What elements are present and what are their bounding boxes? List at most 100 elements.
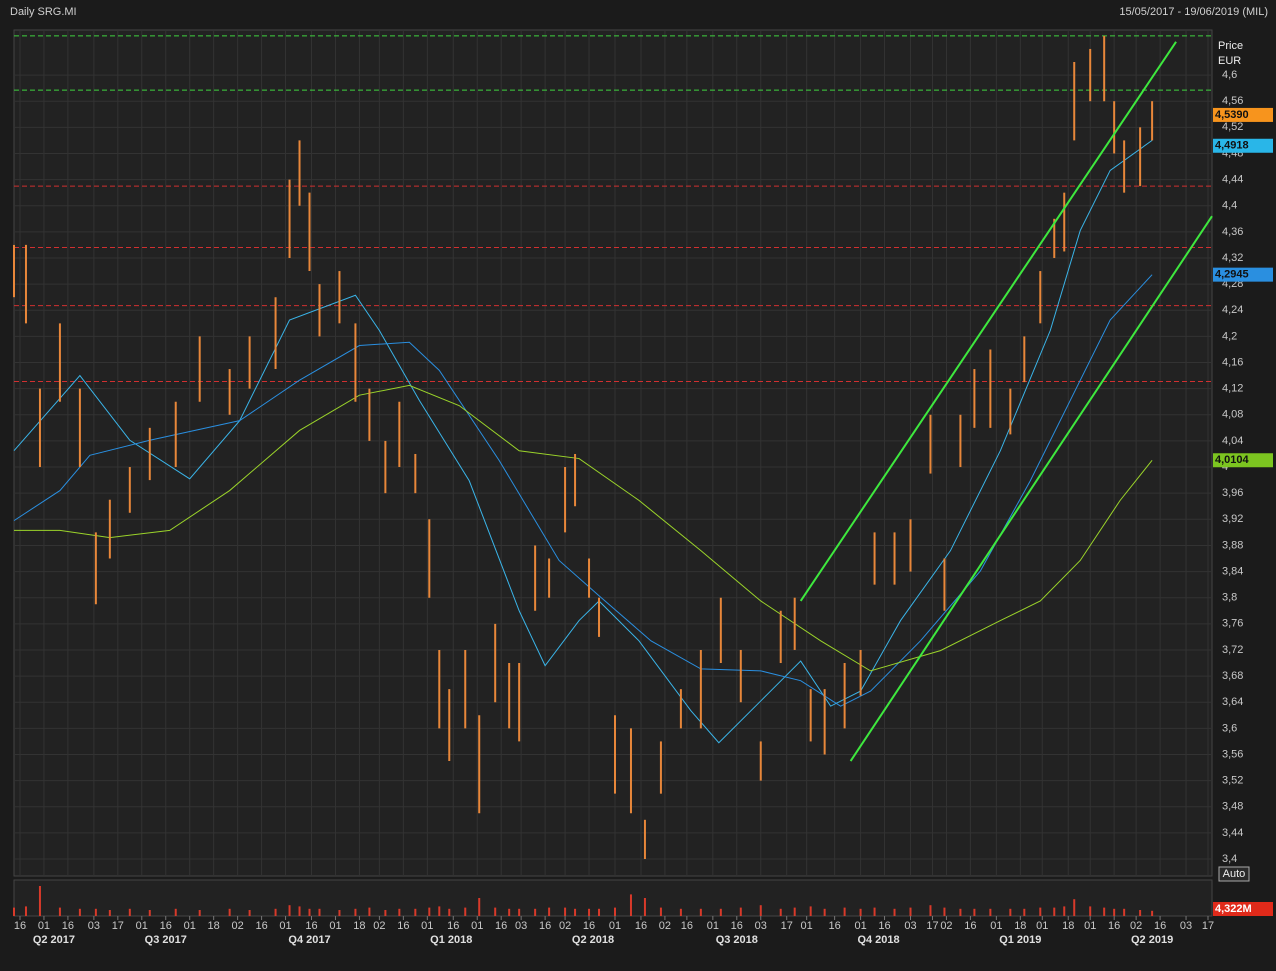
x-tick-label: 16 [160, 920, 172, 932]
volume-bar [943, 907, 946, 916]
x-tick-label: 16 [1108, 920, 1120, 932]
quarter-label: Q4 2018 [857, 934, 899, 946]
y-tick-label: 4,32 [1222, 252, 1243, 264]
volume-bar [438, 906, 441, 916]
volume-bar [508, 908, 511, 916]
price-tag-label: 4,2945 [1215, 269, 1249, 281]
x-tick-label: 17 [781, 920, 793, 932]
price-tag [1213, 138, 1273, 153]
volume-bar [809, 906, 812, 916]
auto-button[interactable] [1218, 866, 1250, 882]
volume-bar [128, 908, 131, 916]
y-tick-label: 3,56 [1222, 748, 1243, 760]
x-tick-label: 17 [112, 920, 124, 932]
x-tick-label: 02 [659, 920, 671, 932]
x-tick-label: 16 [1154, 920, 1166, 932]
y-tick-label: 3,64 [1222, 696, 1243, 708]
volume-tag [1213, 902, 1273, 916]
x-tick-label: 16 [305, 920, 317, 932]
moving-average [13, 139, 1153, 744]
volume-bar [859, 908, 862, 916]
volume-bar [793, 907, 796, 916]
quarter-label: Q2 2017 [33, 934, 75, 946]
volume-bar [643, 898, 646, 916]
axis-label: Price [1218, 40, 1243, 52]
x-tick-label: 01 [1036, 920, 1048, 932]
x-tick-label: 16 [878, 920, 890, 932]
x-tick-label: 18 [353, 920, 365, 932]
price-tag [1213, 453, 1273, 468]
x-tick-label: 02 [232, 920, 244, 932]
volume-bar [464, 907, 467, 916]
x-tick-label: 03 [515, 920, 527, 932]
y-tick-label: 4,08 [1222, 409, 1243, 421]
quarter-label: Q1 2019 [999, 934, 1041, 946]
x-tick-label: 18 [1014, 920, 1026, 932]
x-tick-label: 01 [854, 920, 866, 932]
y-tick-label: 4,4 [1222, 200, 1237, 212]
y-tick-label: 4,2 [1222, 330, 1237, 342]
price-tag [1213, 267, 1273, 282]
volume-bar [659, 907, 662, 916]
volume-bar [1023, 908, 1026, 916]
y-tick-label: 3,48 [1222, 801, 1243, 813]
volume-bar [779, 908, 782, 916]
x-tick-label: 16 [62, 920, 74, 932]
volume-bar [893, 908, 896, 916]
y-tick-label: 4,12 [1222, 383, 1243, 395]
volume-bar [38, 886, 41, 916]
y-tick-label: 4,24 [1222, 304, 1243, 316]
quarter-label: Q3 2017 [145, 934, 187, 946]
x-tick-label: 01 [1084, 920, 1096, 932]
y-tick-label: 3,96 [1222, 487, 1243, 499]
volume-bar [174, 908, 177, 916]
y-tick-label: 3,68 [1222, 670, 1243, 682]
volume-bar [1053, 907, 1056, 916]
volume-bar [198, 910, 201, 916]
x-tick-label: 16 [14, 920, 26, 932]
y-tick-label: 3,6 [1222, 722, 1237, 734]
quarter-label: Q3 2018 [716, 934, 758, 946]
volume-bar [909, 907, 912, 916]
x-tick-label: 16 [447, 920, 459, 932]
y-tick-label: 3,92 [1222, 513, 1243, 525]
x-tick-label: 01 [801, 920, 813, 932]
volume-bar [414, 908, 417, 916]
x-tick-label: 01 [421, 920, 433, 932]
x-tick-label: 16 [681, 920, 693, 932]
volume-bar [308, 908, 311, 916]
volume-bar [759, 905, 762, 916]
x-tick-label: 17 [1202, 920, 1214, 932]
volume-bar [959, 908, 962, 916]
volume-bar [588, 908, 591, 916]
x-tick-label: 16 [829, 920, 841, 932]
volume-bar [564, 907, 567, 916]
volume-bar [1073, 899, 1076, 916]
y-tick-label: 4,36 [1222, 226, 1243, 238]
volume-bar [629, 894, 632, 916]
price-tag-label: 4,0104 [1215, 454, 1250, 466]
x-tick-label: 03 [1180, 920, 1192, 932]
volume-bar [24, 906, 27, 916]
volume-bar [719, 908, 722, 916]
y-tick-label: 3,52 [1222, 775, 1243, 787]
y-tick-label: 3,84 [1222, 565, 1243, 577]
x-tick-label: 01 [707, 920, 719, 932]
auto-button-label[interactable]: Auto [1223, 868, 1246, 880]
x-tick-label: 02 [559, 920, 571, 932]
volume-bar [1009, 908, 1012, 916]
volume-bar [973, 908, 976, 916]
price-tag [1213, 107, 1273, 122]
y-tick-label: 3,8 [1222, 592, 1237, 604]
x-tick-label: 03 [904, 920, 916, 932]
date-range: 15/05/2017 - 19/06/2019 (MIL) [1119, 6, 1268, 18]
x-tick-label: 01 [38, 920, 50, 932]
y-tick-label: 4,52 [1222, 121, 1243, 133]
volume-bar [739, 907, 742, 916]
volume-bar [574, 908, 577, 916]
volume-bar [448, 908, 451, 916]
volume-bar [679, 908, 682, 916]
x-tick-label: 03 [755, 920, 767, 932]
price-tag-label: 4,5390 [1215, 109, 1249, 121]
x-tick-label: 16 [495, 920, 507, 932]
